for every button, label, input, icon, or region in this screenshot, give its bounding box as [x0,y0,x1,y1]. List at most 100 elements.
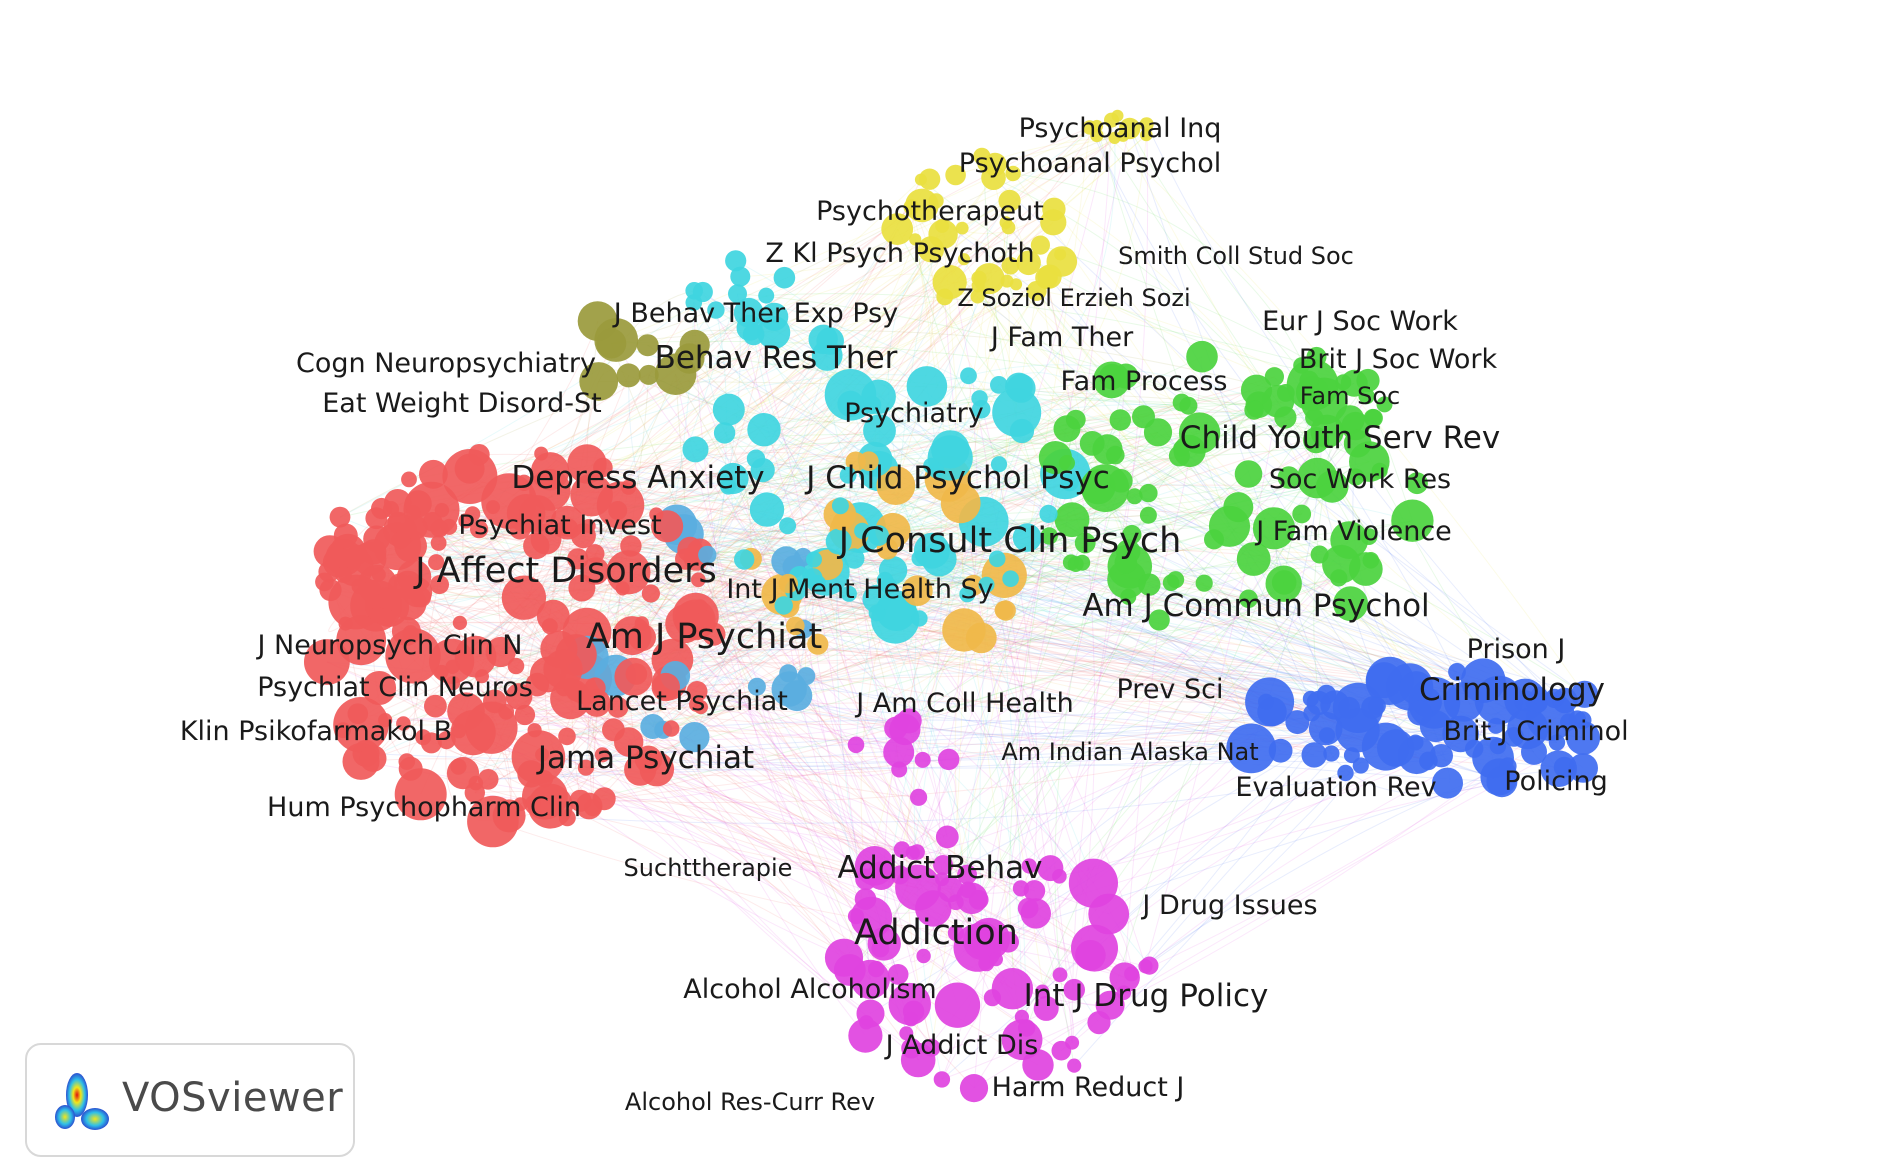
journal-node-red[interactable] [641,584,661,603]
journal-node-green[interactable] [1040,527,1058,545]
journal-node-yellow[interactable] [1030,235,1050,255]
journal-node-red[interactable] [525,795,541,811]
journal-node-red[interactable] [338,616,353,631]
journal-node-blue[interactable] [1419,751,1438,771]
journal-node-green[interactable] [1305,408,1324,427]
journal-node-green[interactable] [1195,574,1213,592]
journal-node-red[interactable] [445,675,461,691]
journal-node-cyan[interactable] [712,393,745,426]
journal-label[interactable]: J Fam Ther [989,322,1134,353]
journal-node-blue[interactable] [1448,663,1466,681]
journal-node-red[interactable] [693,599,708,614]
journal-node-red[interactable] [419,459,448,489]
journal-node-yellow[interactable] [1139,117,1154,132]
journal-label[interactable]: Am Indian Alaska Nat [1001,738,1258,766]
journal-node-magenta[interactable] [1022,1049,1054,1081]
journal-node-red[interactable] [515,474,533,491]
journal-node-red[interactable] [649,507,664,522]
journal-node-cyan[interactable] [685,294,703,311]
journal-node-red[interactable] [415,729,432,746]
journal-node-orange[interactable] [940,483,981,524]
journal-node-cyan[interactable] [806,551,822,568]
journal-node-red[interactable] [570,473,613,517]
journal-node-yellow[interactable] [928,193,944,209]
journal-label[interactable]: Am J Commun Psychol [1082,588,1429,624]
journal-node-green[interactable] [1335,374,1352,391]
journal-node-magenta[interactable] [983,989,1002,1007]
journal-node-cyan[interactable] [725,250,747,272]
journal-label[interactable]: Fam Soc [1300,382,1400,410]
journal-label[interactable]: J Behav Ther Exp Psy [612,298,898,329]
journal-node-cyan[interactable] [707,301,725,319]
journal-node-blue[interactable] [1343,747,1360,764]
journal-node-green[interactable] [1264,367,1284,387]
journal-node-red[interactable] [428,554,445,571]
journal-node-red[interactable] [398,753,416,770]
journal-node-green[interactable] [1247,400,1264,417]
journal-node-blue[interactable] [1268,738,1293,763]
journal-label[interactable]: Fam Process [1061,366,1228,397]
journal-label[interactable]: Eur J Soc Work [1262,306,1458,337]
journal-node-magenta[interactable] [1063,978,1085,1001]
journal-label[interactable]: Behav Res Ther [655,340,898,376]
journal-node-magenta[interactable] [859,1015,874,1030]
journal-node-green[interactable] [1234,460,1263,488]
journal-node-cyan[interactable] [1002,570,1019,587]
journal-node-cyan[interactable] [854,522,871,540]
journal-label[interactable]: Am J Psychiat [586,617,822,657]
journal-label[interactable]: Alcohol Alcoholism [683,974,936,1005]
journal-node-cyan[interactable] [831,497,849,515]
journal-node-green[interactable] [1122,525,1142,545]
journal-node-magenta[interactable] [989,952,1003,967]
journal-node-orange[interactable] [832,512,851,531]
journal-node-blue[interactable] [1530,686,1548,705]
journal-node-olive[interactable] [579,362,619,401]
journal-node-green[interactable] [1062,554,1079,571]
journal-node-red[interactable] [304,639,350,685]
journal-node-blue[interactable] [1323,745,1340,762]
journal-node-red[interactable] [382,501,400,518]
journal-node-yellow[interactable] [914,173,927,186]
journal-node-magenta[interactable] [948,894,964,911]
journal-node-red[interactable] [468,775,484,791]
journal-label[interactable]: Psychoanal Inq [1019,113,1222,144]
journal-node-green[interactable] [1054,502,1090,538]
journal-label[interactable]: Prison J [1467,634,1566,665]
journal-node-green[interactable] [1371,462,1388,479]
journal-node-magenta[interactable] [1021,858,1037,874]
journal-node-green[interactable] [1120,588,1137,605]
vosviewer-badge[interactable]: VOSviewer [25,1043,355,1157]
journal-node-cyan[interactable] [990,456,1008,473]
journal-node-red[interactable] [606,550,651,595]
journal-node-green[interactable] [1310,545,1329,564]
journal-node-red[interactable] [445,659,460,675]
journal-node-blue[interactable] [1368,697,1386,715]
journal-node-magenta[interactable] [910,788,928,806]
journal-node-blue[interactable] [1566,720,1601,755]
journal-label[interactable]: Policing [1504,766,1607,797]
journal-node-orange[interactable] [859,451,879,472]
journal-node-orange[interactable] [778,573,798,594]
journal-node-red[interactable] [693,700,709,715]
journal-node-magenta[interactable] [1065,1035,1080,1050]
journal-node-green[interactable] [1360,528,1378,545]
journal-node-olive[interactable] [638,364,659,385]
journal-label[interactable]: J Fam Violence [1254,516,1452,547]
journal-node-red[interactable] [691,572,706,588]
journal-node-blue[interactable] [1407,734,1424,751]
journal-label[interactable]: J Drug Issues [1140,890,1317,921]
journal-node-red[interactable] [470,520,489,539]
journal-node-yellow[interactable] [1090,119,1104,133]
journal-node-cyan[interactable] [911,550,928,567]
journal-node-lightblue[interactable] [781,680,813,712]
journal-node-cyan[interactable] [868,604,886,622]
journal-label[interactable]: Brit J Soc Work [1299,344,1498,375]
journal-node-green[interactable] [1271,570,1297,595]
journal-node-yellow[interactable] [935,218,950,233]
journal-label[interactable]: Brit J Criminol [1443,716,1628,747]
journal-node-cyan[interactable] [809,575,826,592]
journal-label[interactable]: Z Soziol Erzieh Sozi [957,284,1190,312]
journal-node-yellow[interactable] [998,189,1021,212]
journal-node-red[interactable] [698,610,714,625]
journal-node-blue[interactable] [1443,682,1484,722]
